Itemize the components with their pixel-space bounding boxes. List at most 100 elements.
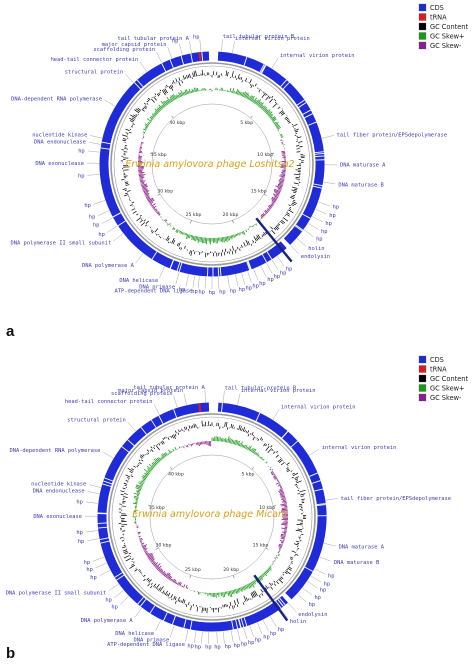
inner-ring xyxy=(151,103,273,225)
panel-b-rings xyxy=(97,402,327,632)
cds-gene-separator xyxy=(315,155,325,158)
gene-label-leader xyxy=(235,274,239,287)
gene-label: endolysin xyxy=(298,612,327,618)
gene-label: hp xyxy=(270,631,277,637)
cds-gene-separator xyxy=(243,617,248,627)
gene-label-leader xyxy=(194,630,197,643)
cds-gene-separator xyxy=(101,141,111,145)
gene-label-leader xyxy=(315,209,327,215)
cds-gene-separator xyxy=(316,504,326,506)
gene-label-leader xyxy=(170,625,175,638)
gene-label: DNA exonuclease xyxy=(33,514,82,520)
panel-b-gene-labels: tail tubular protein A tail tubular prote… xyxy=(6,385,451,651)
legend-label: GC Skew- xyxy=(430,42,462,50)
gene-label-leader xyxy=(218,276,220,289)
gene-label-leader xyxy=(89,484,101,488)
gene-label-leader xyxy=(271,259,279,271)
gene-label-leader xyxy=(156,51,162,63)
gene-label-leader xyxy=(90,135,103,139)
cds-gene-separator xyxy=(277,599,284,607)
gene-label-leader xyxy=(167,47,173,59)
backbone-ring xyxy=(113,65,311,263)
gene-label-leader xyxy=(155,619,162,631)
legend-label: tRNA xyxy=(430,366,447,374)
panel-b-position-marker xyxy=(253,574,289,622)
gene-label-leader xyxy=(113,233,124,242)
gene-label: hp xyxy=(195,644,202,650)
gene-label: hp xyxy=(280,270,287,276)
cds-gene-separator xyxy=(238,619,242,628)
gene-label: hp xyxy=(320,587,327,593)
gene-label: holin xyxy=(290,619,306,625)
legend-label: GC Skew+ xyxy=(430,33,465,41)
kbp-tick xyxy=(263,193,267,196)
cds-gene-separator xyxy=(117,220,126,227)
gene-label-leader xyxy=(127,421,136,432)
gene-label: hp xyxy=(225,644,232,650)
gene-label: tail tubular protein A xyxy=(117,36,189,42)
gene-label: DNA polymerase A xyxy=(81,618,134,624)
gene-label: scaffolding protein xyxy=(111,391,173,397)
gene-label: tail tubular protein A xyxy=(133,385,205,391)
cds-gene-separator xyxy=(100,147,110,150)
cds-gene-separator xyxy=(290,440,299,448)
gene-label-leader xyxy=(153,403,160,415)
gene-label: scaffolding protein xyxy=(93,47,155,53)
gene-label: hp xyxy=(105,598,112,604)
cds-gene-separator xyxy=(161,63,167,72)
gene-label: head-tail connector protein xyxy=(65,399,153,405)
cds-gene-separator xyxy=(235,619,239,629)
cds-gene-separator xyxy=(281,431,289,439)
legend-swatch xyxy=(418,3,427,12)
gene-label: hp xyxy=(191,289,198,295)
gene-label-leader xyxy=(297,593,307,603)
gene-label: hp xyxy=(179,287,186,293)
gene-label: hp xyxy=(78,539,85,545)
gene-label-leader xyxy=(237,629,241,641)
gene-label-leader xyxy=(262,619,269,631)
cds-gene-separator xyxy=(137,596,144,605)
cds-gene-separator xyxy=(140,426,147,435)
cds-gene-separator xyxy=(243,56,248,66)
gene-label-leader xyxy=(201,631,203,644)
gene-label-leader xyxy=(175,272,180,284)
gene-label-leader xyxy=(276,256,285,267)
gene-label-leader xyxy=(204,390,206,403)
cds-gene-separator xyxy=(298,102,307,108)
gene-label: internal virion protein xyxy=(235,36,310,42)
legend-label: CDS xyxy=(430,4,444,12)
gene-label: hp xyxy=(230,289,237,295)
gene-label: hp xyxy=(214,645,221,651)
cds-gene-separator xyxy=(280,79,287,87)
gene-label-leader xyxy=(302,587,313,596)
gene-label: DNA primase xyxy=(139,284,175,290)
gene-label: tail fiber protein/EPSdepolymerase xyxy=(341,496,451,502)
gene-label-leader xyxy=(199,39,202,52)
gene-label-leader xyxy=(99,570,111,577)
gene-label-leader xyxy=(221,39,223,52)
kbp-tick-label: 10 kbp xyxy=(257,152,273,158)
gene-label-leader xyxy=(192,275,195,288)
cds-gene-separator xyxy=(190,53,193,63)
kbp-tick xyxy=(250,115,253,119)
gc-skew-negative-track xyxy=(138,90,286,230)
gene-label-leader xyxy=(308,223,319,230)
kbp-tick-label: 40 kbp xyxy=(169,120,185,126)
gene-label: hp xyxy=(84,203,91,209)
gene-label-leader xyxy=(119,596,129,605)
legend-label: CDS xyxy=(430,356,444,364)
gene-label-leader xyxy=(249,625,254,638)
cds-arc-forward xyxy=(217,402,327,600)
kbp-tick xyxy=(149,152,153,154)
kbp-tick xyxy=(232,220,234,224)
gene-label-leader xyxy=(179,43,183,56)
gene-label: DNA maturase A xyxy=(340,163,386,169)
cds-gene-separator xyxy=(201,51,204,61)
gene-label-leader xyxy=(87,538,100,541)
legend-label: tRNA xyxy=(430,14,447,22)
gene-label-leader xyxy=(303,229,314,237)
gene-label-leader xyxy=(314,568,326,575)
gene-label-leader xyxy=(216,631,218,644)
